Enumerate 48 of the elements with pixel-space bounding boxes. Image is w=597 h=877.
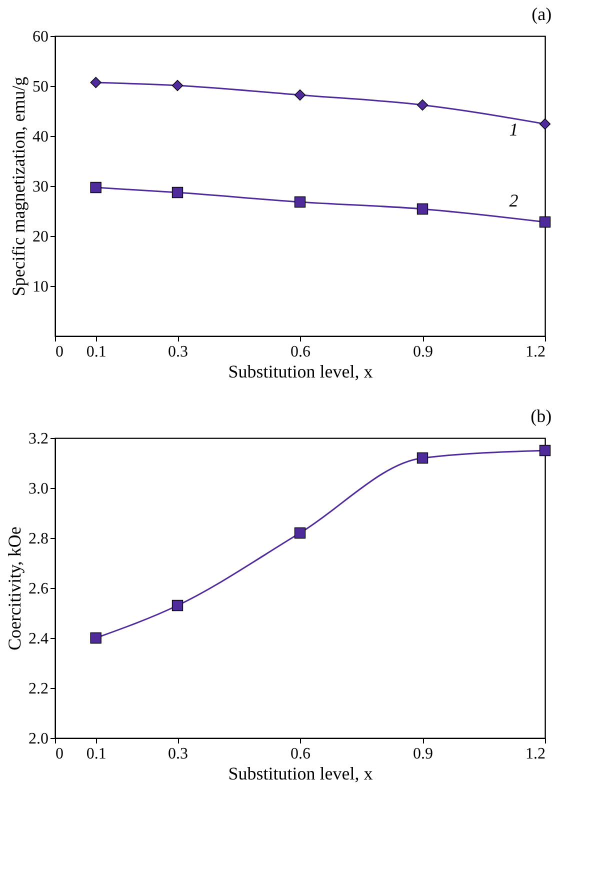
point: [416, 203, 428, 215]
point: [539, 444, 551, 456]
y-tick-label: 50: [32, 78, 48, 96]
point: [416, 452, 428, 464]
y-tick-label: 3.0: [28, 480, 48, 498]
series-label: 2: [509, 190, 518, 210]
y-tick-label: 2.0: [28, 730, 48, 748]
point: [90, 182, 102, 194]
x-tick-label: 0.9: [413, 746, 433, 762]
point: [294, 196, 306, 208]
point: [172, 186, 184, 198]
series-label: 1: [509, 120, 518, 140]
x-tick-label: 0.6: [290, 746, 310, 762]
point: [294, 527, 306, 539]
point: [172, 80, 184, 92]
y-tick-label: 20: [32, 228, 48, 246]
x-tick-label: 0: [56, 344, 64, 360]
x-axis-title: Substitution level, x: [228, 764, 373, 784]
chart-title: (a): [532, 4, 552, 24]
point: [539, 118, 551, 130]
y-tick-label: 2.8: [28, 530, 48, 548]
x-tick-label: 1.2: [526, 746, 546, 762]
y-tick-label: 2.4: [28, 630, 48, 648]
y-tick-label: 3.2: [28, 430, 48, 448]
chart-title: (b): [530, 406, 552, 426]
y-axis-title: Specific magnetization, emu/g: [8, 76, 28, 296]
x-tick-label: 0.3: [168, 344, 188, 360]
y-axis-title: Coercitivity, kOe: [4, 526, 24, 650]
point: [90, 76, 102, 88]
y-tick-label: 10: [32, 278, 48, 296]
point: [539, 216, 551, 228]
x-tick-label: 1.2: [526, 344, 546, 360]
x-tick-label: 0.6: [290, 344, 310, 360]
point: [416, 99, 428, 111]
y-tick-label: 30: [32, 178, 48, 196]
x-tick-label: 0.1: [86, 344, 106, 360]
x-tick-label: 0.9: [413, 344, 433, 360]
point: [172, 600, 184, 612]
x-axis-title: Substitution level, x: [228, 362, 373, 382]
point: [294, 89, 306, 101]
y-tick-label: 2.2: [28, 680, 48, 698]
x-tick-label: 0.3: [168, 746, 188, 762]
x-tick-label: 0.1: [86, 746, 106, 762]
y-tick-label: 60: [32, 28, 48, 46]
point: [90, 632, 102, 644]
y-tick-label: 40: [32, 128, 48, 146]
y-tick-label: 2.6: [28, 580, 48, 598]
x-tick-label: 0: [56, 746, 64, 762]
